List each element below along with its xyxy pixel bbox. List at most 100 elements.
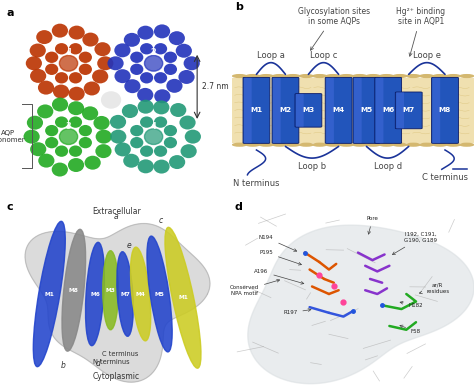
Circle shape — [59, 129, 78, 145]
Circle shape — [130, 137, 143, 148]
Circle shape — [153, 100, 169, 114]
Circle shape — [446, 74, 461, 78]
Circle shape — [137, 160, 154, 173]
Text: 4: 4 — [151, 122, 156, 131]
Circle shape — [170, 103, 186, 117]
Circle shape — [30, 142, 46, 156]
Text: M3: M3 — [302, 107, 314, 113]
Text: Hg²⁺ binding
site in AQP1: Hg²⁺ binding site in AQP1 — [396, 7, 446, 56]
Text: N194: N194 — [259, 235, 297, 251]
Text: Loop a: Loop a — [257, 51, 285, 60]
Circle shape — [169, 155, 185, 169]
Text: 2: 2 — [151, 48, 156, 57]
Circle shape — [84, 156, 101, 170]
Text: M1: M1 — [45, 292, 54, 296]
Circle shape — [96, 130, 112, 143]
Circle shape — [258, 74, 274, 78]
Circle shape — [245, 143, 261, 147]
FancyBboxPatch shape — [326, 78, 334, 143]
Circle shape — [79, 52, 92, 63]
FancyBboxPatch shape — [273, 78, 281, 143]
Circle shape — [59, 55, 78, 71]
Text: M8: M8 — [69, 288, 79, 293]
Text: Conserved
NPA motif: Conserved NPA motif — [230, 279, 280, 296]
Text: M7: M7 — [403, 107, 415, 113]
Circle shape — [166, 79, 182, 93]
Circle shape — [232, 143, 247, 147]
Circle shape — [137, 25, 154, 40]
FancyBboxPatch shape — [295, 94, 322, 127]
Circle shape — [137, 100, 154, 114]
Circle shape — [55, 72, 68, 83]
FancyBboxPatch shape — [272, 77, 299, 143]
Text: AQP
monomer: AQP monomer — [0, 130, 25, 143]
Circle shape — [178, 70, 195, 84]
Text: Loop c: Loop c — [310, 51, 337, 60]
Text: 3: 3 — [66, 122, 72, 131]
Circle shape — [352, 143, 367, 147]
Circle shape — [94, 42, 110, 56]
Circle shape — [459, 74, 474, 78]
Circle shape — [68, 101, 84, 115]
Circle shape — [154, 116, 167, 128]
Circle shape — [30, 44, 46, 58]
Text: M5: M5 — [360, 107, 373, 113]
Circle shape — [45, 64, 58, 75]
Text: M6: M6 — [90, 292, 100, 296]
Circle shape — [93, 116, 109, 130]
Polygon shape — [25, 223, 210, 382]
Circle shape — [82, 106, 98, 120]
Circle shape — [164, 52, 177, 63]
Text: Extracellular: Extracellular — [92, 207, 140, 216]
Text: N terminus: N terminus — [233, 179, 280, 188]
Circle shape — [365, 74, 381, 78]
Text: d: d — [96, 359, 101, 368]
Circle shape — [68, 158, 84, 172]
FancyBboxPatch shape — [354, 78, 362, 143]
Circle shape — [285, 143, 301, 147]
Circle shape — [52, 98, 68, 111]
Circle shape — [101, 91, 121, 109]
Ellipse shape — [103, 251, 118, 330]
Circle shape — [379, 74, 394, 78]
Text: ar/R
residues: ar/R residues — [419, 283, 449, 294]
Circle shape — [180, 116, 196, 129]
Circle shape — [55, 145, 68, 157]
Circle shape — [154, 160, 170, 174]
Text: a: a — [114, 212, 118, 221]
Circle shape — [79, 137, 92, 148]
Circle shape — [432, 143, 448, 147]
Circle shape — [115, 142, 131, 156]
Circle shape — [68, 87, 85, 101]
Circle shape — [27, 116, 43, 130]
Circle shape — [140, 145, 153, 157]
Text: R197: R197 — [283, 309, 311, 315]
Circle shape — [45, 137, 58, 148]
FancyBboxPatch shape — [353, 77, 380, 143]
Circle shape — [406, 143, 421, 147]
Circle shape — [299, 143, 314, 147]
Circle shape — [97, 56, 113, 70]
FancyBboxPatch shape — [395, 92, 422, 129]
Ellipse shape — [62, 229, 86, 351]
Text: M5: M5 — [155, 292, 164, 296]
Circle shape — [419, 143, 434, 147]
Ellipse shape — [85, 242, 104, 346]
Text: Glycosylation sites
in some AQPs: Glycosylation sites in some AQPs — [298, 7, 370, 50]
Ellipse shape — [147, 236, 172, 352]
Circle shape — [272, 74, 287, 78]
Ellipse shape — [117, 252, 133, 336]
Circle shape — [30, 69, 46, 83]
Circle shape — [154, 43, 167, 54]
Circle shape — [145, 55, 163, 71]
Circle shape — [352, 74, 367, 78]
Ellipse shape — [165, 227, 201, 368]
FancyBboxPatch shape — [244, 78, 252, 143]
FancyBboxPatch shape — [433, 78, 440, 143]
Circle shape — [406, 74, 421, 78]
Circle shape — [312, 143, 328, 147]
Circle shape — [52, 24, 68, 38]
Circle shape — [339, 74, 354, 78]
Circle shape — [154, 24, 170, 38]
Text: M1: M1 — [250, 107, 263, 113]
